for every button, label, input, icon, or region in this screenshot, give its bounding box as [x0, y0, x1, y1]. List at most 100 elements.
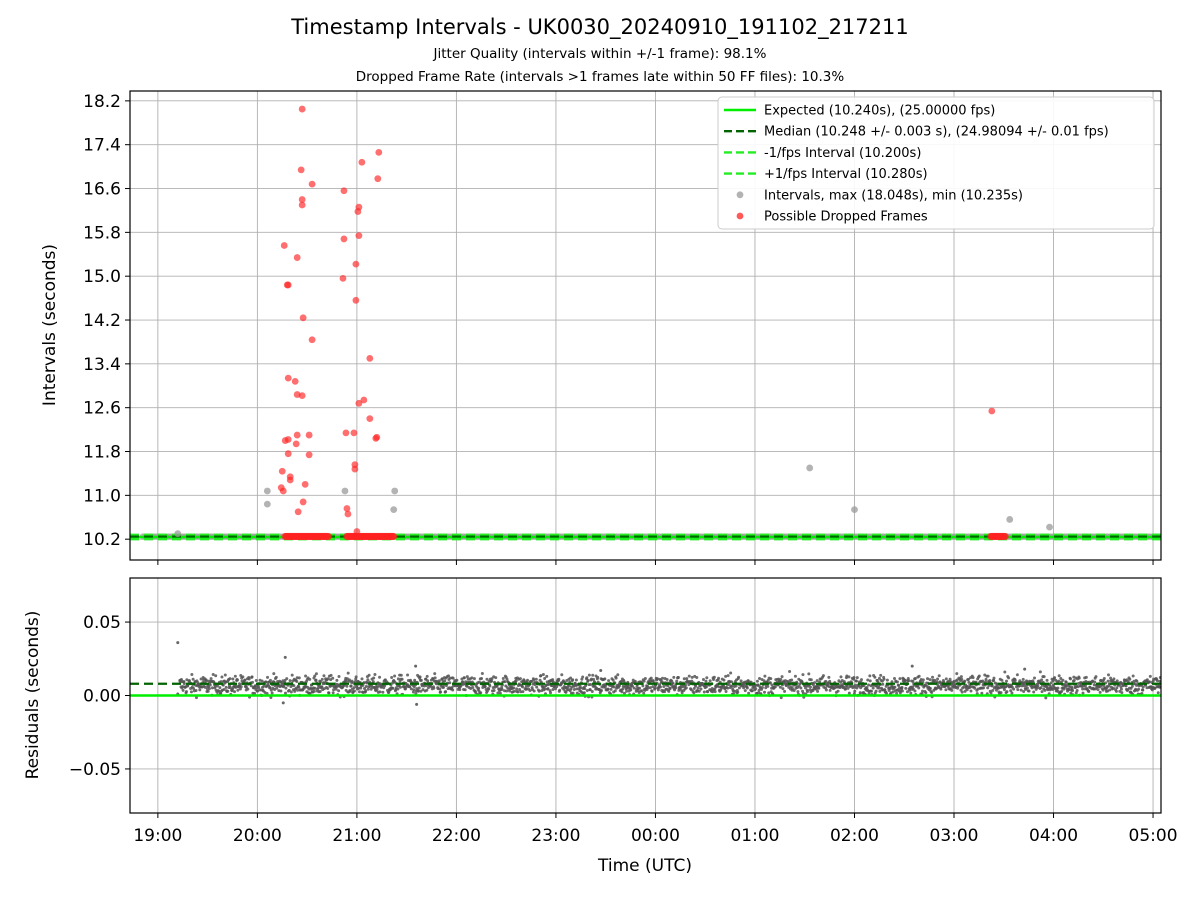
- residual-point: [471, 686, 475, 690]
- residual-point: [480, 671, 484, 675]
- residual-point: [512, 686, 516, 690]
- residuals-y-tick-label: 0.05: [83, 613, 121, 633]
- residual-point: [332, 688, 336, 692]
- residual-point: [841, 685, 845, 689]
- residual-point: [249, 684, 253, 688]
- residual-point: [696, 686, 700, 690]
- residual-point: [1087, 689, 1091, 693]
- residual-point: [501, 677, 505, 681]
- legend-label: Intervals, max (18.048s), min (10.235s): [764, 188, 1023, 203]
- residual-point: [409, 687, 413, 691]
- dropped-frame-point: [354, 208, 362, 215]
- residual-point: [329, 673, 333, 677]
- residual-point: [591, 673, 595, 677]
- residual-point: [334, 687, 338, 691]
- residual-point: [956, 684, 960, 688]
- residual-point: [846, 686, 850, 690]
- residual-point: [612, 685, 616, 689]
- residual-point: [1102, 684, 1106, 688]
- residual-point: [463, 688, 467, 692]
- residual-point: [1038, 670, 1042, 674]
- residual-point: [447, 674, 451, 678]
- residual-point: [1043, 688, 1047, 692]
- intervals-y-tick-label: 15.0: [83, 267, 121, 287]
- residual-point: [345, 679, 349, 683]
- residual-point: [425, 674, 429, 678]
- residual-point: [948, 677, 952, 681]
- residual-point: [223, 673, 227, 677]
- residual-point: [208, 683, 212, 687]
- residuals-y-tick-label: 0.00: [83, 687, 121, 707]
- residual-point: [583, 687, 587, 691]
- residual-point: [331, 676, 335, 680]
- residual-point: [917, 686, 921, 690]
- residual-point: [314, 678, 318, 682]
- residual-point: [1115, 679, 1119, 683]
- residual-point: [572, 687, 576, 691]
- residual-point: [596, 675, 600, 679]
- residual-point: [1158, 679, 1161, 683]
- residual-point: [649, 676, 653, 680]
- residual-point: [614, 676, 618, 680]
- residual-point: [931, 675, 935, 679]
- residual-point: [373, 672, 377, 676]
- dropped-frame-point: [297, 166, 305, 174]
- residual-point: [780, 675, 784, 679]
- residual-point: [1049, 681, 1053, 685]
- residual-point: [347, 678, 351, 682]
- x-tick-label: 02:00: [830, 826, 879, 846]
- residual-point: [852, 675, 856, 679]
- residual-point: [638, 686, 642, 690]
- residual-point: [792, 688, 796, 692]
- residual-point: [729, 680, 733, 684]
- residual-point: [898, 677, 902, 681]
- residual-point: [1009, 689, 1013, 693]
- residual-point: [425, 688, 429, 692]
- residual-point: [574, 678, 578, 682]
- residual-point: [813, 681, 817, 685]
- residual-point: [737, 675, 741, 679]
- residual-point: [980, 691, 984, 695]
- residual-point: [246, 687, 250, 691]
- residual-point: [418, 675, 422, 679]
- residual-point: [757, 677, 761, 681]
- residual-point: [788, 669, 792, 673]
- residual-point: [219, 680, 223, 684]
- residual-point: [400, 677, 404, 681]
- dropped-frame-point: [284, 450, 292, 458]
- residual-point: [580, 677, 584, 681]
- residual-point: [262, 684, 266, 688]
- residual-point: [1156, 691, 1160, 695]
- residual-point: [352, 689, 356, 693]
- residual-point: [643, 676, 647, 680]
- residual-point: [250, 675, 254, 679]
- residual-point: [274, 675, 278, 679]
- residual-point: [1155, 679, 1159, 683]
- x-tick-label: 00:00: [631, 826, 680, 846]
- residual-point: [585, 676, 589, 680]
- residual-point: [366, 678, 370, 682]
- residual-point: [968, 685, 972, 689]
- residual-point: [1002, 688, 1006, 692]
- dropped-frame-point: [308, 336, 316, 344]
- residual-point: [365, 681, 369, 685]
- residual-point: [632, 686, 636, 690]
- residual-point: [326, 686, 330, 690]
- residual-point: [308, 691, 312, 695]
- residual-point: [790, 678, 794, 682]
- residual-point: [558, 688, 562, 692]
- dropped-frame-marker: [324, 532, 332, 541]
- dropped-frame-point: [308, 180, 316, 188]
- residual-point: [564, 690, 568, 694]
- residual-point: [625, 689, 629, 693]
- residual-point: [282, 684, 286, 688]
- residual-point: [432, 686, 436, 690]
- residual-point: [675, 679, 679, 683]
- residual-point: [1027, 689, 1031, 693]
- residual-point: [366, 687, 370, 691]
- residual-point: [448, 681, 452, 685]
- residual-point: [879, 673, 883, 677]
- residual-point: [417, 686, 421, 690]
- residual-point: [241, 675, 245, 679]
- residual-point: [1071, 689, 1075, 693]
